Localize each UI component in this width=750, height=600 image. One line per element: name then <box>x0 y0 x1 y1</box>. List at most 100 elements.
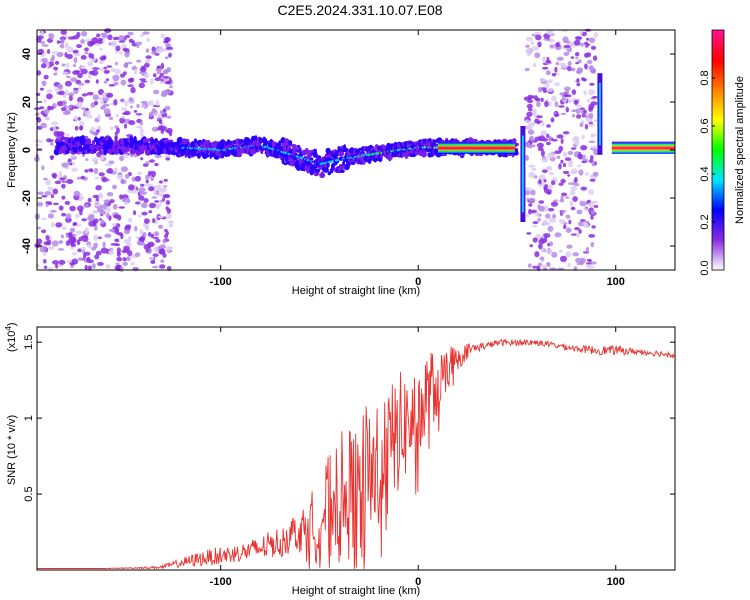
noise-blob <box>76 239 81 246</box>
noise-blob <box>100 32 108 36</box>
noise-blob <box>534 251 540 258</box>
snr-frame <box>36 326 676 571</box>
noise-blob <box>578 221 585 227</box>
noise-blob <box>46 239 52 246</box>
noise-blob <box>127 235 132 242</box>
noise-blob <box>569 189 576 196</box>
noise-blob <box>59 43 65 49</box>
noise-blob <box>52 202 59 206</box>
noise-blob <box>69 162 73 166</box>
noise-blob <box>545 70 551 76</box>
colorbar-frame <box>711 29 725 271</box>
noise-blob <box>77 117 81 121</box>
noise-blob <box>567 60 572 67</box>
noise-blob <box>530 209 538 214</box>
noise-blob <box>108 228 116 232</box>
noise-blob <box>127 217 133 223</box>
noise-blob <box>52 188 59 195</box>
noise-blob <box>36 226 42 230</box>
noise-blob <box>540 78 547 82</box>
ridge-blob <box>167 139 174 143</box>
noise-blob <box>57 248 65 251</box>
noise-blob <box>131 176 136 182</box>
noise-blob <box>567 150 574 155</box>
noise-blob <box>152 218 156 224</box>
noise-blob <box>154 77 161 82</box>
spectrogram-y-tick-label: -20 <box>21 190 33 206</box>
noise-blob <box>562 95 566 101</box>
noise-blob <box>160 129 164 134</box>
noise-blob <box>154 200 160 203</box>
noise-blob <box>554 66 558 73</box>
noise-blob <box>46 93 53 100</box>
noise-blob <box>167 220 174 224</box>
carrier-band <box>438 149 515 151</box>
noise-blob <box>139 78 147 81</box>
noise-blob <box>104 233 112 238</box>
noise-blob <box>133 210 137 216</box>
noise-blob <box>537 41 542 48</box>
noise-blob <box>527 99 534 104</box>
noise-blob <box>37 48 44 55</box>
noise-blob <box>577 59 582 64</box>
noise-blob <box>80 68 88 75</box>
noise-blob <box>34 139 41 143</box>
noise-blob <box>73 52 81 57</box>
noise-blob <box>141 65 146 70</box>
noise-blob <box>528 203 533 207</box>
noise-blob <box>52 126 57 132</box>
noise-blob <box>77 257 84 261</box>
noise-blob <box>87 40 94 47</box>
noise-blob <box>57 84 62 89</box>
noise-blob <box>590 241 595 248</box>
snr-x-tick-label: -100 <box>210 576 232 588</box>
noise-blob <box>532 63 537 68</box>
noise-blob <box>56 131 64 137</box>
noise-blob <box>58 205 64 211</box>
noise-blob <box>51 240 59 247</box>
noise-blob <box>98 172 105 177</box>
noise-blob <box>158 224 164 229</box>
noise-blob <box>159 73 164 77</box>
noise-blob <box>548 207 555 212</box>
noise-blob <box>541 156 549 163</box>
noise-blob <box>556 134 564 139</box>
noise-blob <box>51 172 58 178</box>
noise-blob <box>104 28 112 33</box>
snr-panel: -100 0 100 0.5 1 1.5 Height of straight line … <box>4 322 676 597</box>
noise-blob <box>585 172 589 176</box>
noise-blob <box>531 225 538 228</box>
noise-blob <box>524 67 530 72</box>
noise-blob <box>140 183 145 187</box>
noise-blob <box>84 52 89 55</box>
noise-blob <box>61 212 67 217</box>
noise-blob <box>66 179 74 184</box>
noise-blob <box>127 78 134 83</box>
noise-blob <box>168 52 172 58</box>
noise-blob <box>576 262 584 266</box>
noise-blob <box>151 170 157 178</box>
noise-blob <box>96 33 101 38</box>
noise-blob <box>169 85 173 89</box>
carrier-band <box>438 145 515 147</box>
noise-blob <box>115 114 120 118</box>
noise-blob <box>58 90 65 96</box>
noise-blob <box>560 178 566 184</box>
snr-y-axis-title: SNR (10 * v/v) <box>6 415 18 485</box>
noise-blob <box>163 90 172 94</box>
noise-blob <box>525 44 530 48</box>
snr-content <box>37 338 675 570</box>
noise-blob <box>553 112 557 115</box>
noise-blob <box>584 63 588 70</box>
spectrogram-x-tick-label: 0 <box>415 276 421 288</box>
noise-blob <box>54 180 62 185</box>
noise-blob <box>99 56 106 61</box>
noise-blob <box>45 116 51 121</box>
noise-blob <box>570 206 576 211</box>
noise-blob <box>113 99 118 106</box>
ridge-blob <box>322 167 329 173</box>
noise-blob <box>159 119 163 125</box>
noise-blob <box>151 50 158 55</box>
noise-blob <box>163 187 167 193</box>
noise-blob <box>50 209 57 213</box>
